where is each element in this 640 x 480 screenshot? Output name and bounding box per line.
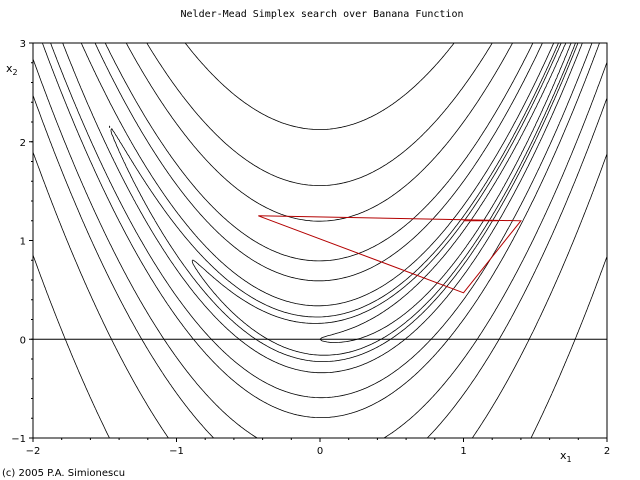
x-tick-label: 0 <box>317 446 323 457</box>
x-tick-label: −2 <box>26 446 41 457</box>
x-axis-label: x1 <box>560 449 572 464</box>
contour-lines <box>32 42 608 439</box>
simplex-triangle <box>258 215 522 294</box>
y-tick-label: 3 <box>20 39 26 50</box>
y-tick-label: 2 <box>20 138 26 149</box>
y-tick-label: −1 <box>11 434 26 445</box>
y-axis-label: x2 <box>6 62 18 77</box>
y-axis-ticks: −1 0 1 2 3 <box>11 39 33 445</box>
copyright-credit: (c) 2005 P.A. Simionescu <box>2 468 125 479</box>
chart-title: Nelder-Mead Simplex search over Banana F… <box>181 9 464 20</box>
contour-line <box>32 42 608 439</box>
contour-line <box>319 42 572 343</box>
contour-line <box>32 254 608 439</box>
y-tick-label: 0 <box>20 335 26 346</box>
x-axis-ticks: −2 −1 0 1 2 <box>26 438 610 457</box>
simplex-path <box>258 215 522 294</box>
contour-line <box>62 42 583 374</box>
contour-line <box>41 42 600 418</box>
x-tick-label: 2 <box>604 446 610 457</box>
x-tick-label: −1 <box>169 446 184 457</box>
contour-line <box>32 42 608 439</box>
y-tick-label: 1 <box>20 237 26 248</box>
plot-frame <box>32 42 608 439</box>
contour-line <box>191 42 576 356</box>
x-tick-label: 1 <box>460 446 466 457</box>
contour-line <box>32 42 608 439</box>
contour-line <box>50 42 593 399</box>
contour-line <box>109 42 579 362</box>
